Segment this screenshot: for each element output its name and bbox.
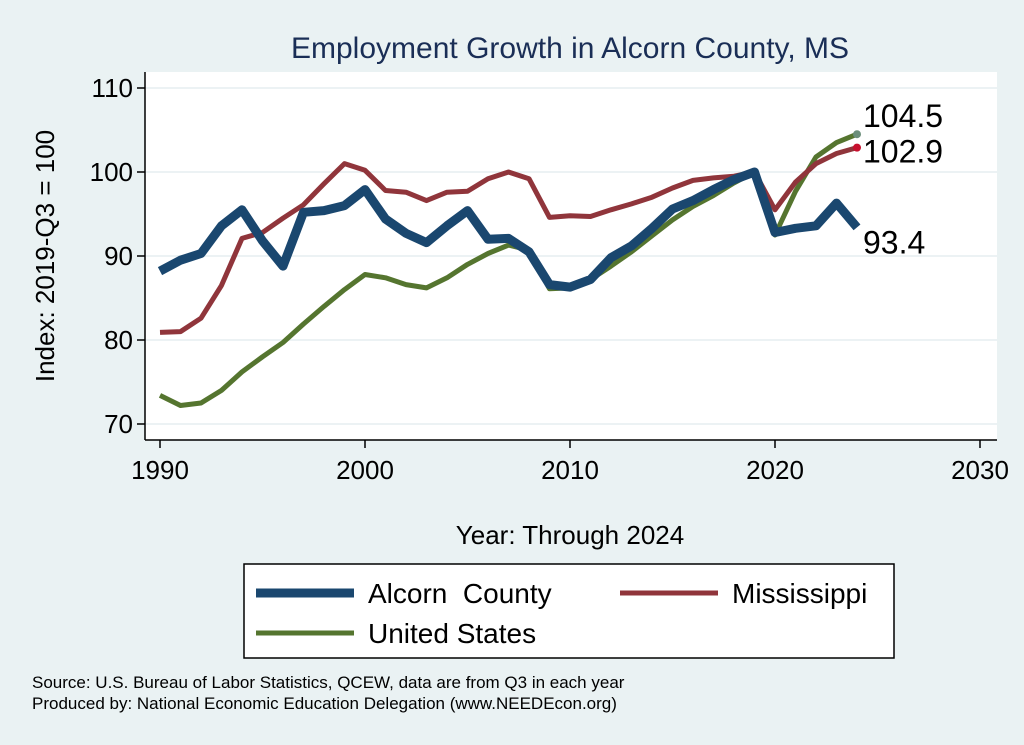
- grid: [145, 87, 997, 425]
- legend-box: [243, 563, 895, 659]
- produced-note: Produced by: National Economic Education…: [32, 694, 617, 713]
- end-label: 104.5: [863, 98, 943, 134]
- x-tick-label: 2010: [541, 455, 599, 485]
- y-tick-label: 110: [92, 73, 133, 103]
- y-axis-label: Index: 2019-Q3 = 100: [30, 130, 60, 382]
- series-lines: [157, 131, 861, 408]
- chart-title: Employment Growth in Alcorn County, MS: [291, 32, 849, 65]
- source-note: Source: U.S. Bureau of Labor Statistics,…: [32, 673, 625, 692]
- x-tick-label: 2000: [336, 455, 394, 485]
- end-label: 93.4: [863, 224, 925, 260]
- y-tick-label: 90: [104, 241, 133, 271]
- axes: 70 80 90 100 110 1990 2000 2010 2020 2030: [90, 72, 1009, 485]
- y-tick-label: 100: [90, 157, 133, 187]
- legend-label: Mississippi: [732, 578, 867, 609]
- legend-label: Alcorn County: [368, 578, 552, 609]
- x-tick-label: 1990: [131, 455, 189, 485]
- end-marker: [853, 130, 861, 139]
- series-line-alcorn-county: [157, 167, 861, 292]
- y-tick-label: 80: [104, 325, 133, 355]
- legend-label: United States: [368, 618, 536, 649]
- x-tick-label: 2020: [746, 455, 804, 485]
- y-tick-label: 70: [104, 409, 133, 439]
- end-marker: [853, 143, 861, 152]
- x-tick-label: 2030: [951, 455, 1009, 485]
- x-axis-label: Year: Through 2024: [456, 520, 684, 550]
- end-label: 102.9: [863, 134, 943, 170]
- legend: Alcorn County Mississippi United States: [243, 563, 895, 659]
